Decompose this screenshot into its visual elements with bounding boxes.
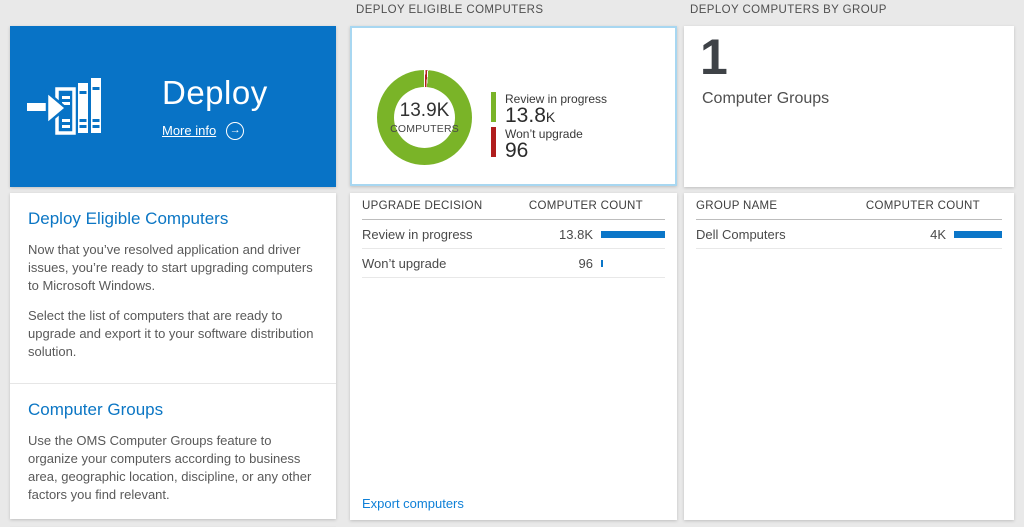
legend-label: Review in progress bbox=[505, 92, 608, 106]
more-info-arrow-icon[interactable]: → bbox=[226, 121, 245, 140]
legend-value-suffix: K bbox=[545, 109, 556, 125]
deploy-eligible-paragraph-2: Select the list of computers that are re… bbox=[28, 308, 314, 359]
computer-groups-count-tile[interactable]: 1 Computer Groups bbox=[684, 26, 1014, 187]
export-computers-link[interactable]: Export computers bbox=[362, 496, 464, 511]
row-value: 13.8K bbox=[559, 226, 593, 242]
row-value: 4K bbox=[930, 226, 946, 242]
computer-groups-heading: Computer Groups bbox=[28, 400, 164, 419]
count-bar bbox=[954, 230, 1002, 238]
legend-swatch-red bbox=[491, 127, 496, 157]
computer-groups-section: Computer Groups Use the OMS Computer Gro… bbox=[10, 384, 336, 527]
row-label: Review in progress bbox=[362, 226, 473, 242]
group-count-label: Computer Groups bbox=[702, 90, 830, 107]
table-header-row: UPGRADE DECISION COMPUTER COUNT bbox=[362, 193, 665, 220]
count-bar bbox=[601, 259, 665, 267]
deploy-tile[interactable]: Deploy More info → bbox=[10, 26, 336, 187]
more-info-link[interactable]: More info bbox=[162, 123, 217, 138]
donut-legend: Review in progress 13.8K Won’t upgrade 9… bbox=[491, 92, 607, 162]
donut-chart[interactable]: 13.9K COMPUTERS bbox=[377, 70, 472, 165]
column-header-upgrade-decision: UPGRADE DECISION bbox=[362, 200, 483, 212]
legend-item-wont-upgrade: Won’t upgrade 96 bbox=[491, 127, 607, 162]
deploy-eligible-section: Deploy Eligible Computers Now that you’v… bbox=[10, 193, 336, 384]
donut-center-label: COMPUTERS bbox=[390, 123, 459, 135]
legend-value-number: 96 bbox=[505, 139, 529, 162]
group-table: GROUP NAME COMPUTER COUNT Dell Computers… bbox=[684, 193, 1014, 249]
upgrade-decision-table-panel: UPGRADE DECISION COMPUTER COUNT Review i… bbox=[350, 193, 677, 520]
legend-label: Won’t upgrade bbox=[505, 127, 583, 141]
legend-swatch-green bbox=[491, 92, 496, 122]
upgrade-decision-table: UPGRADE DECISION COMPUTER COUNT Review i… bbox=[350, 193, 677, 278]
row-label: Dell Computers bbox=[696, 226, 786, 242]
right-column-header: DEPLOY COMPUTERS BY GROUP bbox=[690, 4, 887, 16]
donut-center: 13.9K COMPUTERS bbox=[390, 87, 459, 148]
column-header-group-name: GROUP NAME bbox=[696, 200, 778, 212]
deploy-books-arrow-icon bbox=[27, 77, 101, 135]
row-value: 96 bbox=[578, 255, 593, 271]
column-header-computer-count: COMPUTER COUNT bbox=[865, 200, 980, 212]
deploy-eligible-heading: Deploy Eligible Computers bbox=[28, 209, 229, 228]
legend-value-number: 13.8 bbox=[505, 104, 546, 127]
computer-groups-paragraph: Use the OMS Computer Groups feature to o… bbox=[28, 433, 312, 502]
column-header-computer-count: COMPUTER COUNT bbox=[528, 200, 643, 212]
table-row[interactable]: Dell Computers 4K bbox=[696, 220, 1002, 249]
eligible-computers-donut-tile[interactable]: 13.9K COMPUTERS Review in progress 13.8K… bbox=[350, 26, 677, 186]
legend-value: 96 bbox=[505, 139, 583, 162]
table-header-row: GROUP NAME COMPUTER COUNT bbox=[696, 193, 1002, 220]
tile-title: Deploy bbox=[162, 73, 268, 111]
row-label: Won’t upgrade bbox=[362, 255, 447, 271]
deploy-eligible-paragraph-1: Now that you’ve resolved application and… bbox=[28, 242, 313, 293]
legend-item-review: Review in progress 13.8K bbox=[491, 92, 607, 127]
count-bar bbox=[601, 230, 665, 238]
group-count-value: 1 bbox=[700, 29, 728, 85]
arrow-glyph: → bbox=[229, 124, 241, 136]
group-table-panel: GROUP NAME COMPUTER COUNT Dell Computers… bbox=[684, 193, 1014, 520]
table-row[interactable]: Won’t upgrade 96 bbox=[362, 249, 665, 278]
table-row[interactable]: Review in progress 13.8K bbox=[362, 220, 665, 249]
legend-value: 13.8K bbox=[505, 104, 607, 127]
donut-center-value: 13.9K bbox=[399, 100, 450, 121]
deploy-description-panel: Deploy Eligible Computers Now that you’v… bbox=[10, 193, 336, 527]
middle-column-header: DEPLOY ELIGIBLE COMPUTERS bbox=[356, 4, 544, 16]
